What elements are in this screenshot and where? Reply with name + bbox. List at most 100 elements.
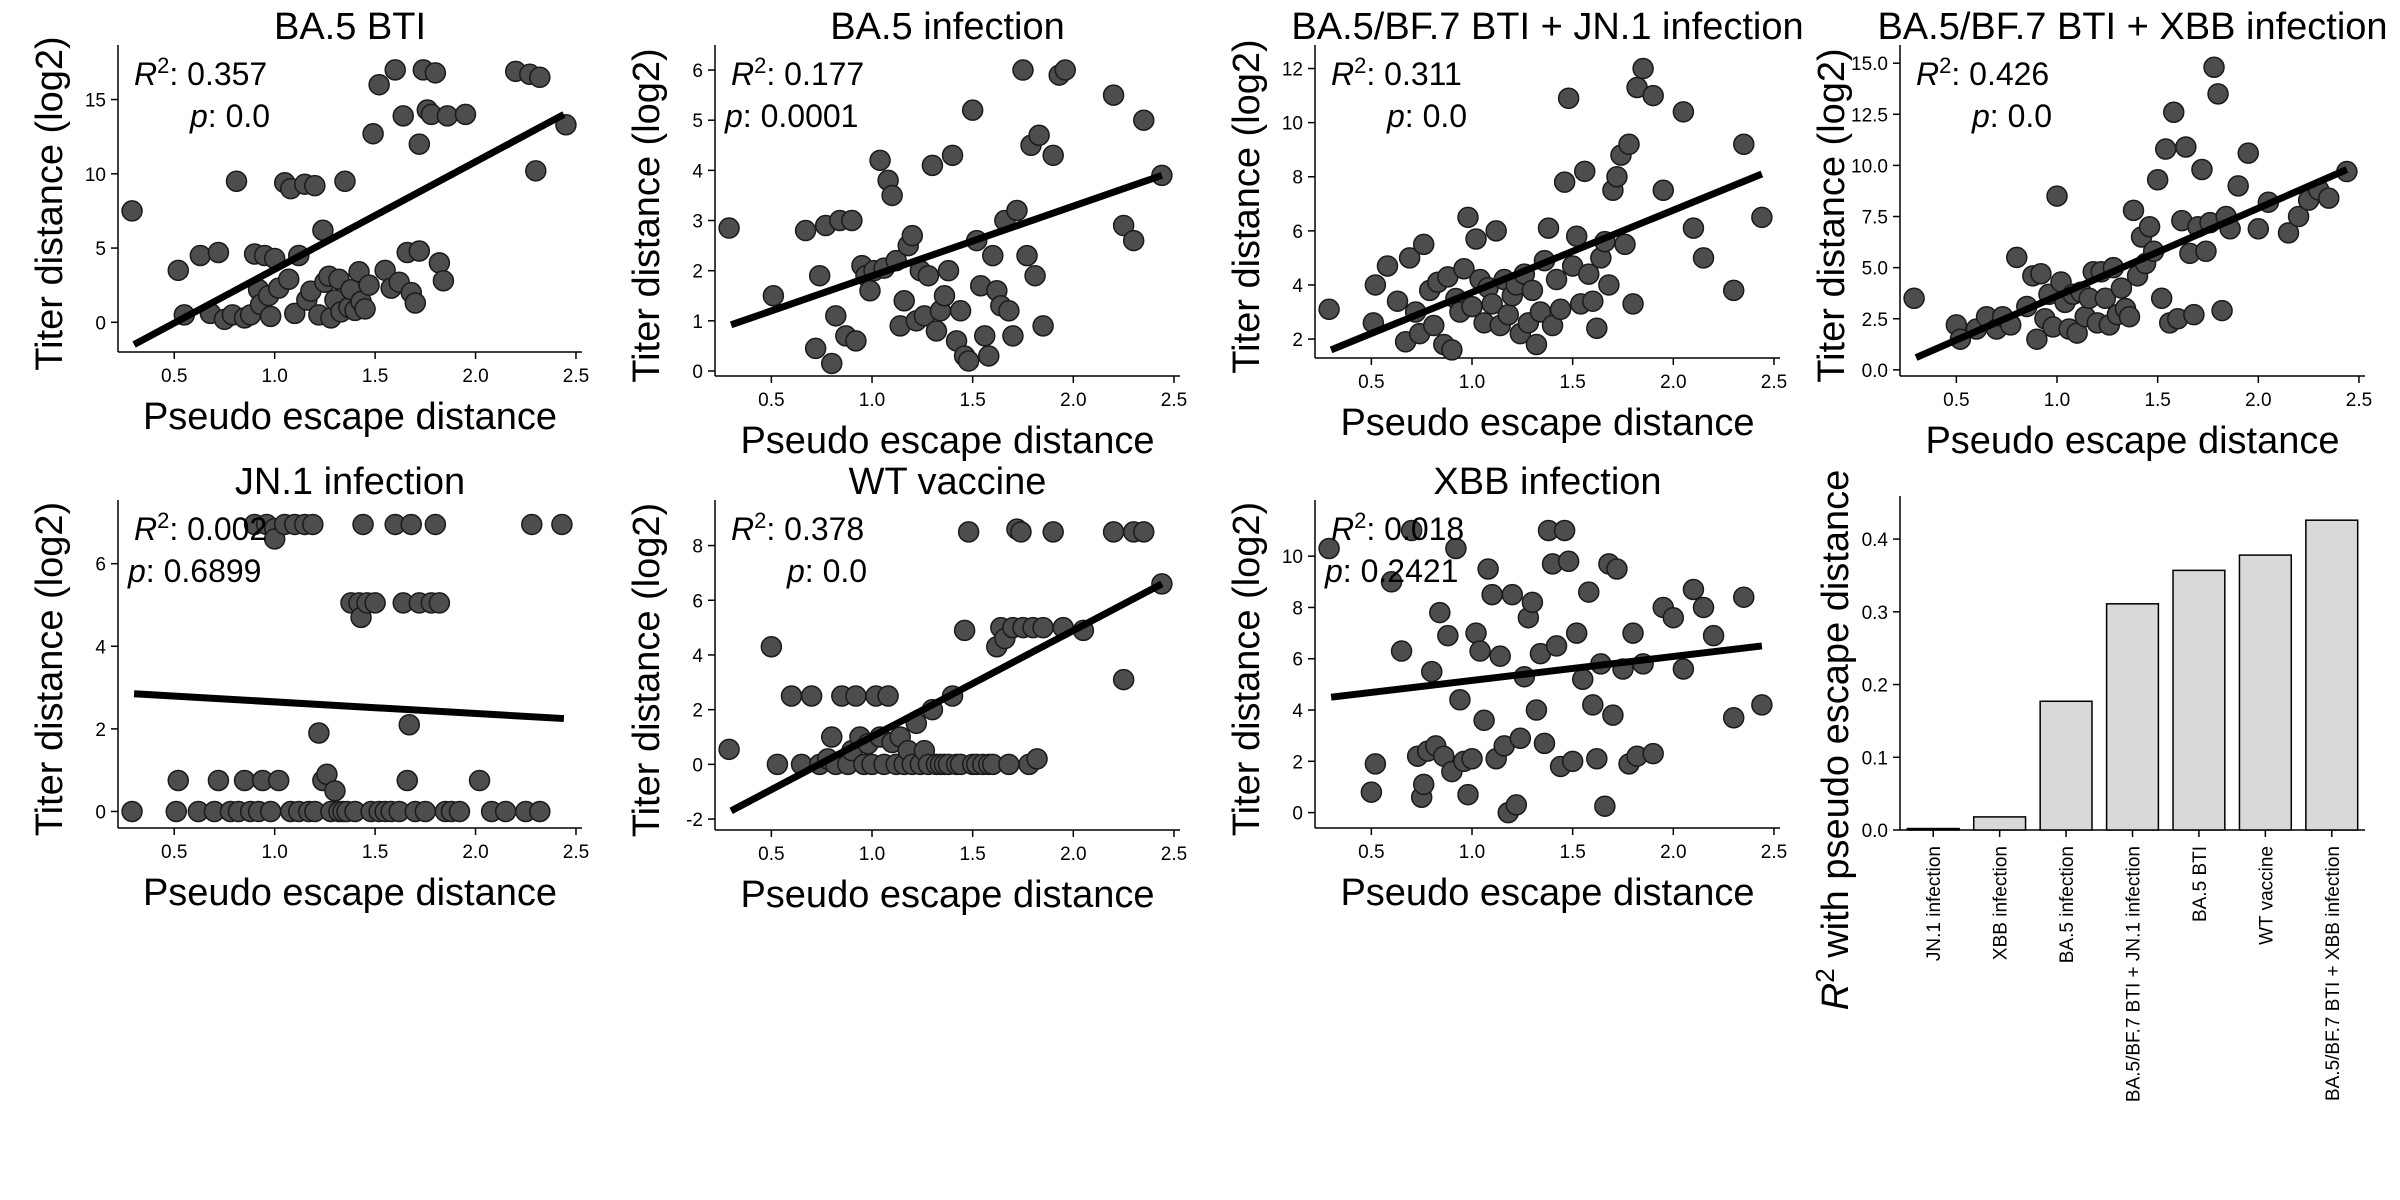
data-point [392, 105, 414, 127]
data-point [1481, 583, 1503, 606]
data-point [893, 290, 915, 312]
data-point [2203, 56, 2225, 79]
data-point [1016, 244, 1038, 267]
data-point [1457, 206, 1479, 229]
data-point [167, 769, 190, 792]
data-point [845, 330, 867, 352]
data-point [2163, 101, 2185, 123]
data-point [165, 800, 188, 823]
x-tick-label: 2.5 [1161, 390, 1187, 411]
data-point [396, 769, 418, 792]
data-point [267, 769, 290, 792]
data-point [933, 285, 956, 307]
data-point [1549, 298, 1572, 321]
data-point [167, 259, 190, 282]
y-tick-label: 4 [692, 161, 703, 182]
subplot-7: 0.5 1.0 1.5 2.0 2.5 0 2 4 6 8 10 R2: 0.018 p: 0.2421… [1226, 461, 1787, 914]
data-point [1386, 290, 1409, 312]
data-point [352, 513, 374, 536]
data-point [1545, 635, 1568, 657]
x-tick-label: 0.5 [161, 842, 187, 863]
data-point [1102, 84, 1125, 106]
data-point [408, 240, 431, 262]
data-point [308, 722, 330, 744]
data-point [718, 217, 740, 239]
y-axis-label: Titer distance (log2) [29, 502, 71, 836]
x-axis-label: Pseudo escape distance [143, 872, 557, 914]
data-point [1457, 783, 1479, 806]
data-point [1461, 748, 1483, 770]
regression-line [132, 111, 566, 348]
data-point [233, 769, 256, 792]
data-point [917, 264, 940, 287]
x-tick-label: 2.0 [1060, 844, 1086, 865]
data-point [982, 244, 1004, 267]
data-point [1618, 133, 1640, 156]
x-tick-label: 2.5 [563, 842, 589, 863]
data-point [551, 513, 573, 536]
data-point [400, 513, 423, 536]
data-point [259, 800, 282, 823]
y-axis-label: Titer distance (log2) [29, 36, 71, 370]
y-tick-label: 8 [1292, 168, 1303, 189]
data-point [2046, 185, 2068, 207]
data-point [941, 144, 964, 167]
data-point [1573, 160, 1596, 183]
x-tick-label: 0.5 [1358, 372, 1384, 393]
x-tick-label: 2.5 [563, 366, 589, 387]
data-point [1465, 228, 1487, 250]
y-tick-label: 7.5 [1862, 208, 1888, 229]
x-tick-label: 1.0 [1459, 372, 1485, 393]
y-tick-label: 0.1 [1862, 748, 1888, 769]
data-point [1412, 773, 1435, 796]
data-point [1565, 622, 1588, 644]
x-tick-label: 1.5 [1559, 842, 1585, 863]
data-point [1602, 704, 1624, 726]
category-label: BA.5 BTI [2190, 846, 2211, 922]
y-tick-label: 3 [692, 212, 703, 233]
data-point [1102, 521, 1125, 543]
data-point [1578, 263, 1600, 285]
data-point [877, 685, 899, 707]
p-annotation: p: 0.0 [1386, 98, 1467, 134]
p-annotation: p: 0.0 [786, 553, 867, 589]
data-point [1682, 217, 1705, 239]
category-label: WT vaccine [2256, 846, 2277, 945]
data-point [1112, 668, 1135, 691]
data-point [1497, 303, 1519, 326]
data-point [1112, 214, 1135, 237]
data-point [1692, 596, 1715, 619]
data-point [766, 753, 789, 776]
data-point [2110, 277, 2133, 299]
data-point [845, 685, 867, 707]
y-tick-label: 5.0 [1862, 259, 1888, 280]
data-point [1054, 59, 1077, 81]
data-point [225, 170, 248, 192]
bar [2172, 569, 2226, 831]
subplot-title: BA.5/BF.7 BTI + XBB infection [1877, 6, 2387, 48]
x-tick-label: 2.5 [1761, 372, 1787, 393]
data-point [937, 259, 960, 282]
y-tick-label: 5 [692, 111, 703, 132]
data-point [1012, 59, 1034, 81]
data-point [1545, 268, 1568, 291]
data-point [1606, 558, 1628, 580]
data-point [1642, 84, 1664, 107]
data-point [1473, 709, 1495, 732]
x-tick-label: 0.5 [758, 390, 784, 411]
data-point [284, 302, 306, 325]
bar [1906, 827, 1960, 831]
y-tick-label: 4 [692, 646, 703, 667]
y-tick-label: 6 [692, 591, 703, 612]
data-point [1485, 220, 1507, 242]
subplot-8: 0.0 0.1 0.2 0.3 0.4 JN.1 infection XBB infecti… [1810, 470, 2365, 1102]
data-point [881, 184, 903, 207]
data-point [1133, 521, 1155, 543]
data-point [2138, 215, 2161, 238]
data-point [1733, 133, 1755, 156]
y-tick-label: 2.5 [1862, 310, 1888, 331]
data-point [1501, 583, 1524, 606]
data-point [901, 224, 924, 247]
data-point [362, 122, 384, 145]
subplot-title: BA.5 BTI [274, 6, 426, 48]
